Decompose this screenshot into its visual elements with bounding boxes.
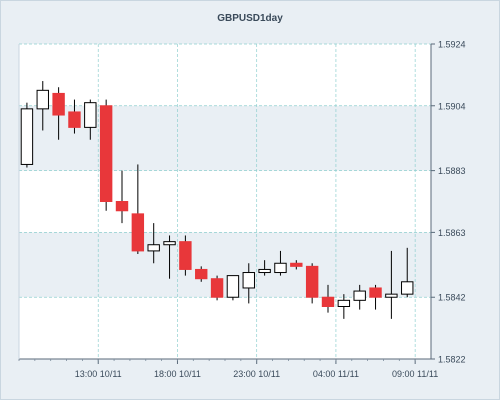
plot-band (19, 170, 431, 233)
candle-body-down (195, 268, 208, 280)
candle-body-down (52, 92, 65, 116)
candle (226, 275, 240, 301)
candle-body-up (147, 244, 160, 252)
plot-band (19, 44, 431, 106)
x-tick-label: 23:00 10/11 (233, 369, 280, 379)
candle (147, 223, 160, 264)
candle (68, 99, 81, 134)
x-tick-label: 09:00 11/11 (392, 369, 438, 379)
candle-body-down (305, 265, 319, 298)
candle-body-down (369, 287, 382, 298)
chart-title: GBPUSD1day (217, 13, 283, 24)
candle-body-down (210, 278, 224, 298)
candle (84, 99, 97, 140)
candle-body-down (131, 213, 145, 252)
candle (52, 87, 65, 140)
candle (321, 284, 335, 313)
candle (369, 284, 382, 310)
y-tick-label: 1.5863 (438, 228, 466, 238)
candle (258, 260, 271, 276)
candle (290, 260, 303, 270)
candle-body-up (242, 272, 255, 289)
candle (20, 102, 34, 168)
y-tick-label: 1.5822 (438, 355, 466, 365)
plot-background (19, 44, 431, 359)
candle-body-up (163, 241, 176, 246)
candles-group (20, 81, 414, 319)
candle-body-up (226, 275, 240, 298)
candle (99, 99, 113, 211)
candle-body-up (36, 89, 49, 110)
candle (115, 170, 129, 224)
y-tick-label: 1.5904 (438, 101, 466, 111)
candle (337, 294, 351, 319)
candle (131, 164, 145, 254)
candle (385, 250, 398, 319)
candle (210, 275, 224, 301)
candle-body-down (290, 262, 303, 267)
candle-body-up (84, 102, 97, 128)
y-tick-label: 1.5842 (438, 293, 466, 303)
candle (274, 250, 287, 276)
candle (179, 235, 192, 276)
candle (305, 263, 319, 304)
candle-body-down (68, 111, 81, 128)
plot-band (19, 297, 431, 359)
candle (353, 284, 366, 310)
candle-body-up (258, 268, 271, 274)
candle (36, 81, 49, 131)
x-tick-label: 13:00 10/11 (75, 369, 122, 379)
candle (163, 235, 176, 279)
candle-body-up (20, 108, 34, 165)
candle-body-down (321, 296, 335, 307)
y-tick-label: 1.5924 (438, 40, 466, 50)
x-tick-label: 04:00 11/11 (313, 369, 359, 379)
candle-body-down (115, 201, 129, 212)
x-tick-label: 18:00 10/11 (154, 369, 201, 379)
candle (242, 263, 255, 304)
candle (401, 247, 414, 298)
y-tick-label: 1.5883 (438, 166, 466, 176)
candle-body-up (353, 290, 366, 301)
candle-body-up (337, 299, 351, 307)
candle-body-up (401, 281, 414, 295)
candle-body-up (274, 262, 287, 274)
y-axis-ticks: 1.5924 1.5904 1.5883 1.5863 1.5842 1.5822 (431, 40, 466, 365)
candle-body-down (179, 241, 192, 270)
x-axis-ticks: 13:00 10/11 18:00 10/11 23:00 10/11 04:00 1… (18, 359, 438, 379)
candle-body-up (385, 293, 398, 298)
candle (195, 266, 208, 282)
candle-body-down (99, 105, 113, 202)
